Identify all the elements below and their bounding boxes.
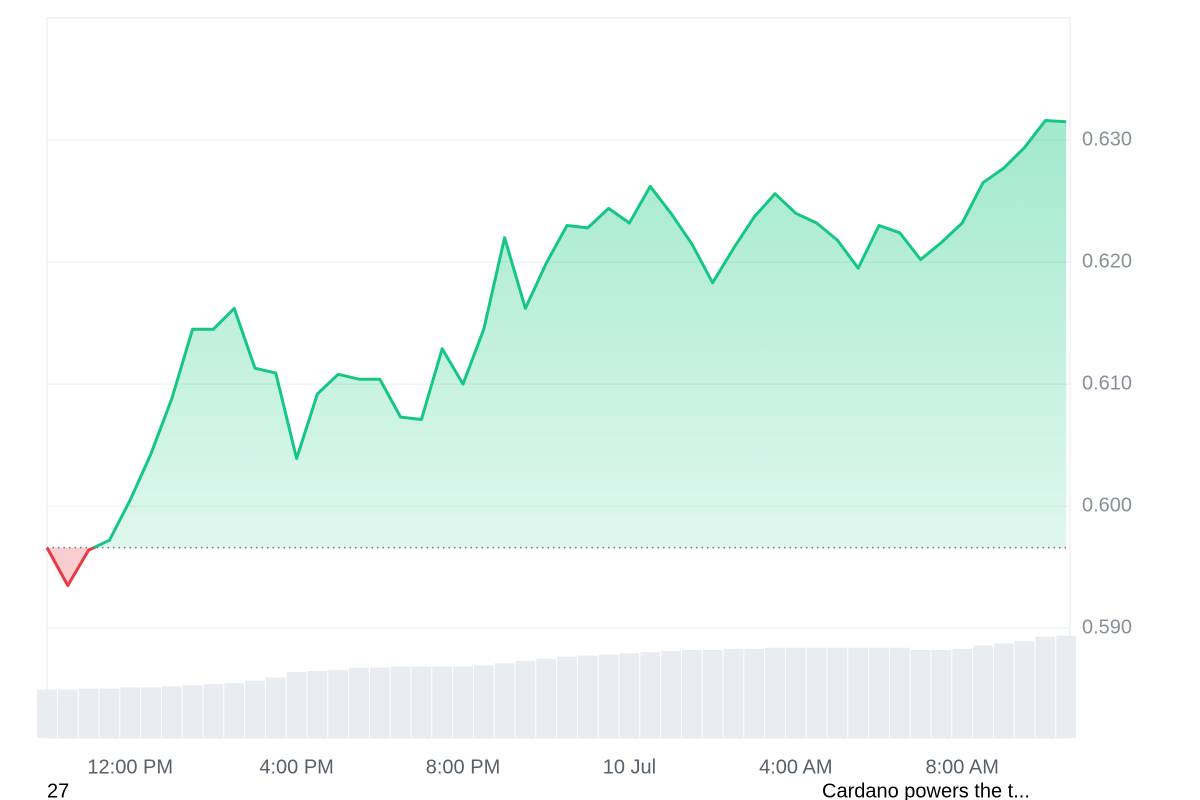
volume-bar (57, 689, 78, 738)
y-tick-label: 0.610 (1082, 372, 1132, 394)
volume-bar (224, 683, 245, 738)
volume-bar (1056, 635, 1077, 738)
volume-bar (37, 689, 57, 738)
volume-bar (681, 650, 702, 738)
y-tick-label: 0.630 (1082, 128, 1132, 150)
volume-bar (349, 667, 369, 738)
volume-bar (328, 669, 349, 738)
volume-bar (869, 647, 889, 738)
volume-bar (744, 648, 765, 738)
x-tick-label: 10 Jul (603, 756, 656, 778)
volume-bar (515, 661, 536, 738)
volume-bar (723, 648, 744, 738)
volume-bar (765, 647, 785, 738)
volume-bar (827, 647, 848, 738)
volume-bar (973, 645, 993, 738)
price-line (45, 119, 1067, 587)
footer-left: 27 (47, 780, 69, 800)
volume-bar (1014, 641, 1035, 738)
volume-bar (432, 666, 453, 738)
x-tick-label: 12:00 PM (87, 756, 173, 778)
volume-bar (619, 653, 640, 738)
volume-bar (889, 647, 910, 738)
volume-bar (161, 686, 182, 738)
volume-bar (806, 647, 827, 738)
volume-bar (453, 666, 473, 738)
y-tick-label: 0.600 (1082, 494, 1132, 516)
x-tick-label: 4:00 PM (259, 756, 333, 778)
volume-bar (952, 648, 973, 738)
volume-bar (785, 647, 806, 738)
area-positive (47, 120, 1067, 548)
volume-bar (203, 684, 224, 738)
volume-bar (536, 658, 557, 738)
volume-bar (245, 680, 265, 738)
volume-bar (702, 650, 723, 738)
volume-bar (265, 677, 286, 738)
volume-bar (577, 655, 598, 738)
volume-bar (390, 666, 411, 738)
x-tick-label: 4:00 AM (759, 756, 832, 778)
volume-bar (411, 666, 432, 738)
volume-bar (557, 656, 577, 738)
area-negative (47, 547, 94, 586)
volume-bar (473, 665, 494, 738)
volume-bar (931, 650, 952, 738)
volume-bar (141, 687, 161, 738)
volume-bar (910, 650, 931, 738)
volume-bar (182, 685, 203, 738)
y-tick-label: 0.590 (1082, 616, 1132, 638)
x-tick-label: 8:00 AM (926, 756, 999, 778)
volume-bar (640, 652, 661, 738)
volume-bar (598, 654, 619, 738)
volume-bar (494, 663, 515, 738)
volume-bar (99, 688, 120, 738)
volume-bar (307, 670, 328, 738)
volume-bar (848, 647, 869, 738)
volume-bar (993, 643, 1014, 738)
volume-bar (120, 687, 141, 738)
footer-right[interactable]: Cardano powers the t... (822, 780, 1030, 800)
volume-bar (369, 667, 390, 738)
x-tick-label: 8:00 PM (426, 756, 500, 778)
y-tick-label: 0.620 (1082, 250, 1132, 272)
volume-bar (78, 688, 99, 738)
volume-bar (661, 651, 681, 738)
volume-bar (1035, 636, 1056, 738)
volume-bar (286, 672, 307, 738)
